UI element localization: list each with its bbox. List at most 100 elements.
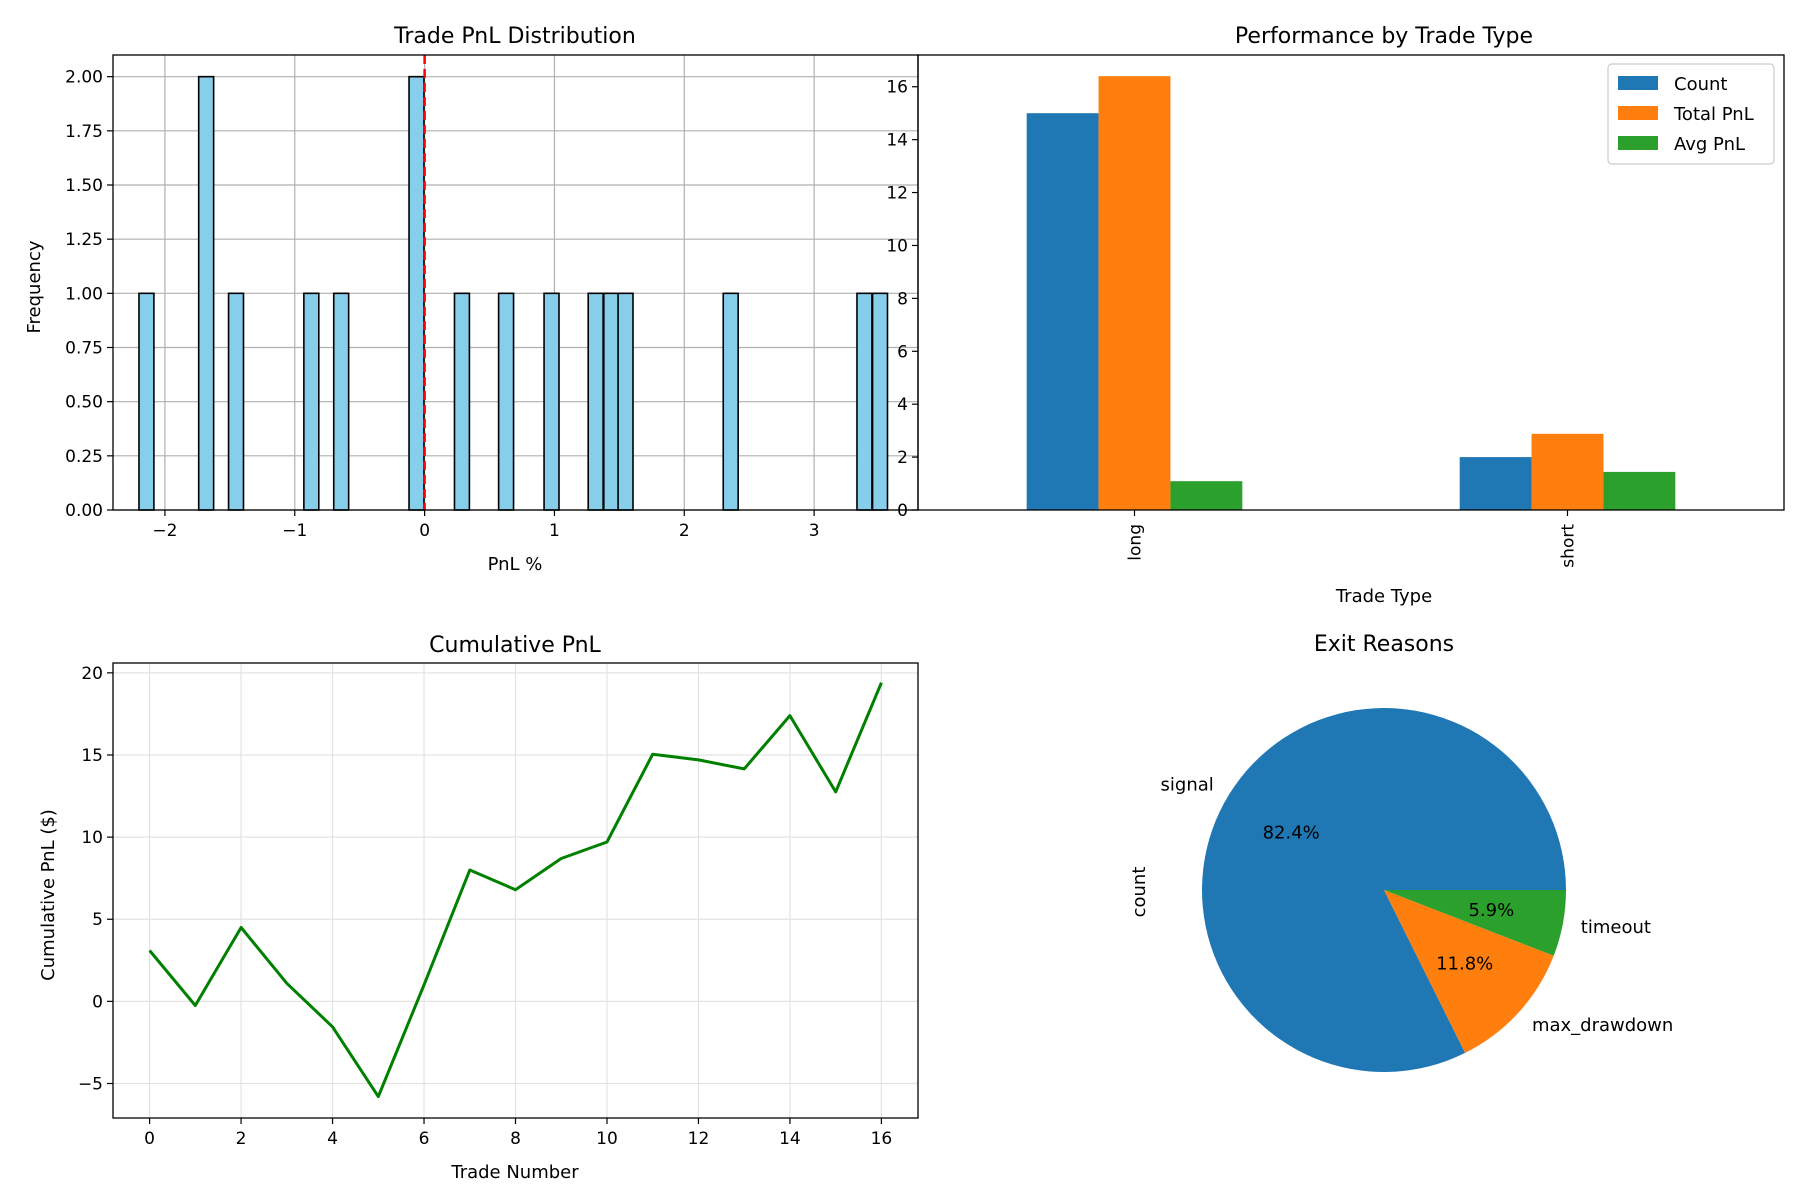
cumulative-x-tick-label: 4 <box>327 1129 338 1149</box>
cumulative-y-label: Cumulative PnL ($) <box>38 809 59 981</box>
histogram-bar <box>227 292 245 511</box>
cumulative-x-tick-label: 14 <box>779 1129 801 1149</box>
performance-bar <box>1170 481 1243 510</box>
histogram-title: Trade PnL Distribution <box>393 24 636 49</box>
cumulative-x-tick-label: 0 <box>144 1129 155 1149</box>
performance-bar <box>1098 76 1171 511</box>
performance-y-tick-label: 2 <box>897 448 908 468</box>
pie-slice-percent: 5.9% <box>1468 900 1514 921</box>
pnl-histogram-panel: −2 −1 0 1 2 3 0.000.250.500.751.001.251.501.7… <box>24 24 919 575</box>
performance-y-tick-label: 6 <box>897 342 908 362</box>
cumulative-x-tick-label: 2 <box>236 1129 247 1149</box>
histogram-x-tick-label: 3 <box>809 521 820 541</box>
histogram-y-tick-label: 0.25 <box>65 447 103 467</box>
legend-swatch <box>1618 136 1658 150</box>
histogram-bar <box>587 292 604 511</box>
pie-slice-label: signal <box>1161 775 1214 796</box>
histogram-y-label: Frequency <box>24 240 45 333</box>
cumulative-x-tick-label: 6 <box>419 1129 430 1149</box>
histogram-bar <box>856 292 873 511</box>
histogram-bar <box>303 292 320 511</box>
cumulative-pnl-line <box>148 682 883 1099</box>
histogram-x-tick-label: −2 <box>152 521 177 541</box>
pie-slice <box>1384 890 1566 956</box>
histogram-bar <box>602 292 620 511</box>
histogram-bar <box>197 75 215 511</box>
histogram-y-tick-label: 0.00 <box>65 501 103 521</box>
histogram-x-tick-label: 1 <box>549 521 560 541</box>
histogram-y-tick-label: 0.50 <box>65 393 103 413</box>
pie-slice-label: timeout <box>1581 917 1651 938</box>
cumulative-y-tick-label: 0 <box>92 992 103 1012</box>
performance-x-ticks: long short <box>1126 510 1579 568</box>
performance-x-tick-label: short <box>1559 524 1579 568</box>
histogram-grid <box>113 55 918 511</box>
histogram-bar <box>497 292 515 511</box>
histogram-y-tick-label: 1.75 <box>65 122 103 142</box>
histogram-bar <box>453 292 471 511</box>
pie-slice <box>1202 707 1566 1072</box>
performance-y-tick-label: 12 <box>886 184 908 204</box>
performance-y-tick-label: 14 <box>886 131 908 151</box>
histogram-x-tick-label: 0 <box>419 521 430 541</box>
performance-bars <box>1026 76 1676 511</box>
legend-label: Avg PnL <box>1674 134 1745 155</box>
histogram-x-tick-label: −1 <box>282 521 307 541</box>
histogram-y-tick-label: 2.00 <box>65 68 103 88</box>
performance-x-label: Trade Type <box>1335 586 1432 607</box>
cumulative-x-tick-label: 10 <box>596 1129 618 1149</box>
legend-swatch <box>1618 76 1658 90</box>
cumulative-y-tick-label: 15 <box>81 746 103 766</box>
histogram-bar <box>332 292 350 511</box>
histogram-bar <box>543 292 560 511</box>
performance-bar <box>1026 113 1099 510</box>
performance-bar <box>1603 471 1676 510</box>
cumulative-x-label: Trade Number <box>450 1162 579 1183</box>
performance-y-tick-label: 16 <box>886 78 908 98</box>
cumulative-y-ticks: −5 0 5 10 15 20 <box>78 664 113 1095</box>
histogram-bar <box>408 75 425 511</box>
legend-label: Total PnL <box>1673 104 1754 125</box>
cumulative-title: Cumulative PnL <box>429 633 601 658</box>
pie-slice <box>1384 890 1554 1053</box>
histogram-bar <box>617 292 634 511</box>
performance-y-tick-label: 8 <box>897 289 908 309</box>
histogram-y-tick-label: 1.25 <box>65 230 103 250</box>
pie-y-label: count <box>1129 867 1150 918</box>
cumulative-x-ticks: 0 2 4 6 8 10 12 14 16 <box>144 1118 892 1149</box>
cumulative-x-tick-label: 8 <box>510 1129 521 1149</box>
histogram-bar <box>871 292 889 511</box>
histogram-x-label: PnL % <box>488 554 543 575</box>
pie-slice-percent: 11.8% <box>1436 954 1493 975</box>
performance-bar <box>1531 433 1604 510</box>
legend-label: Count <box>1674 74 1727 95</box>
histogram-x-tick-label: 2 <box>679 521 690 541</box>
cumulative-grid <box>113 663 918 1118</box>
histogram-y-ticks: 0.00 0.25 0.50 0.75 1.00 1.25 1.50 1.75 2.00 <box>65 68 113 521</box>
cumulative-x-tick-label: 12 <box>688 1129 710 1149</box>
cumulative-y-tick-label: 10 <box>81 828 103 848</box>
pie-labels: signal 82.4% max_drawdown 11.8% timeout 5.9% <box>1161 775 1674 1036</box>
pie-title: Exit Reasons <box>1314 632 1454 657</box>
pie-slice-label: max_drawdown <box>1532 1015 1673 1036</box>
pie-slice-percent: 82.4% <box>1263 823 1320 844</box>
performance-y-tick-label: 0 <box>897 501 908 521</box>
cumulative-y-tick-label: −5 <box>78 1075 103 1095</box>
cumulative-y-tick-label: 5 <box>92 910 103 930</box>
exit-reasons-panel: signal82.4%max_drawdown11.8%timeout5.9% … <box>1129 632 1673 1072</box>
histogram-y-tick-label: 1.50 <box>65 176 103 196</box>
performance-x-tick-label: long <box>1126 524 1146 561</box>
performance-y-ticks: 0 2 4 6 8 10 12 14 16 <box>886 78 918 521</box>
pie-slices <box>1202 707 1566 1072</box>
histogram-bar <box>138 292 155 511</box>
performance-y-tick-label: 4 <box>897 395 908 415</box>
cumulative-x-tick-label: 16 <box>871 1129 893 1149</box>
performance-y-tick-label: 10 <box>886 236 908 256</box>
performance-legend: Count Total PnL Avg PnL <box>1607 63 1775 165</box>
cumulative-y-tick-label: 20 <box>81 664 103 684</box>
trade-type-performance-panel: long short 0 2 4 6 8 10 12 14 16 Count Total PnL Av… <box>886 24 1785 607</box>
histogram-y-tick-label: 1.00 <box>65 284 103 304</box>
histogram-bar <box>722 292 739 511</box>
legend-swatch <box>1618 106 1658 120</box>
